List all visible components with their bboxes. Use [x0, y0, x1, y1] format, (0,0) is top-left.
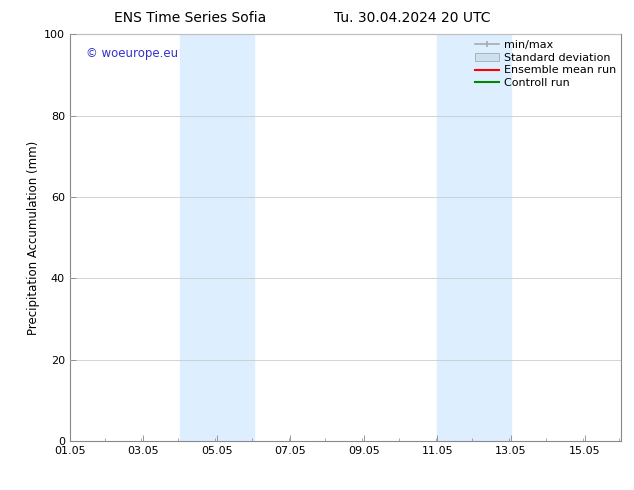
Text: Tu. 30.04.2024 20 UTC: Tu. 30.04.2024 20 UTC: [334, 11, 490, 25]
Text: © woeurope.eu: © woeurope.eu: [86, 47, 178, 59]
Y-axis label: Precipitation Accumulation (mm): Precipitation Accumulation (mm): [27, 141, 40, 335]
Bar: [437, 34, 511, 441]
Legend: min/max, Standard deviation, Ensemble mean run, Controll run: min/max, Standard deviation, Ensemble me…: [472, 38, 618, 91]
Bar: [180, 34, 254, 441]
Text: ENS Time Series Sofia: ENS Time Series Sofia: [114, 11, 266, 25]
